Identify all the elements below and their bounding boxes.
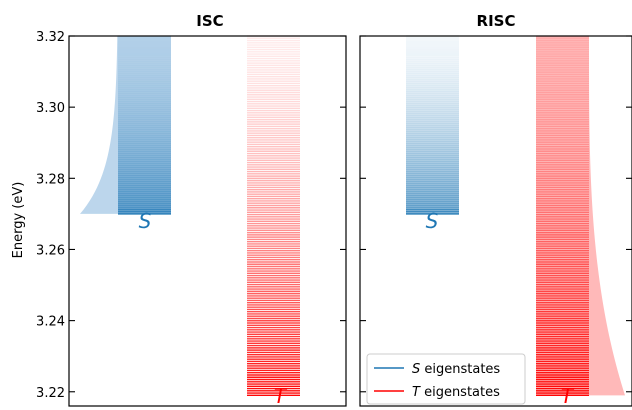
legend-singlet-label: S eigenstates bbox=[412, 362, 500, 377]
isc-triplet-symbol: T bbox=[274, 384, 288, 408]
y-tick-label: 3.32 bbox=[36, 30, 65, 45]
legend-triplet-label: T eigenstates bbox=[412, 385, 500, 400]
legend-triplet-text: eigenstates bbox=[420, 385, 500, 400]
legend-box bbox=[366, 353, 526, 405]
isc-singlet-levels bbox=[118, 35, 171, 215]
legend-singlet-text: eigenstates bbox=[420, 362, 500, 377]
risc-triplet-symbol: T bbox=[561, 384, 575, 408]
y-tick-label: 3.30 bbox=[36, 101, 65, 116]
isc-triplet-levels bbox=[247, 35, 300, 397]
isc-panel-title: ISC bbox=[196, 12, 223, 30]
y-tick-label: 3.22 bbox=[36, 386, 65, 401]
risc-panel: RISC S T S eigenstates T eigenstates bbox=[359, 12, 632, 408]
y-tick-label: 3.26 bbox=[36, 243, 65, 258]
legend-singlet-symbol: S bbox=[412, 362, 420, 377]
y-tick-label: 3.24 bbox=[36, 315, 65, 330]
legend-triplet-symbol: T bbox=[412, 385, 421, 400]
risc-axes-frame bbox=[359, 35, 632, 407]
isc-axes-frame bbox=[68, 35, 347, 407]
legend: S eigenstates T eigenstates bbox=[366, 353, 526, 405]
y-tick-label: 3.28 bbox=[36, 172, 65, 187]
risc-triplet-levels bbox=[536, 35, 589, 397]
isc-panel: ISC 3.22 3.24 3.26 3.28 3.30 3.32 S T bbox=[36, 12, 347, 408]
isc-singlet-symbol: S bbox=[139, 209, 152, 233]
risc-singlet-levels bbox=[406, 35, 459, 215]
y-axis-label: Energy (eV) bbox=[11, 182, 26, 259]
risc-panel-title: RISC bbox=[477, 12, 516, 30]
risc-singlet-symbol: S bbox=[426, 209, 439, 233]
isc-y-ticks: 3.22 3.24 3.26 3.28 3.30 3.32 bbox=[36, 30, 346, 401]
